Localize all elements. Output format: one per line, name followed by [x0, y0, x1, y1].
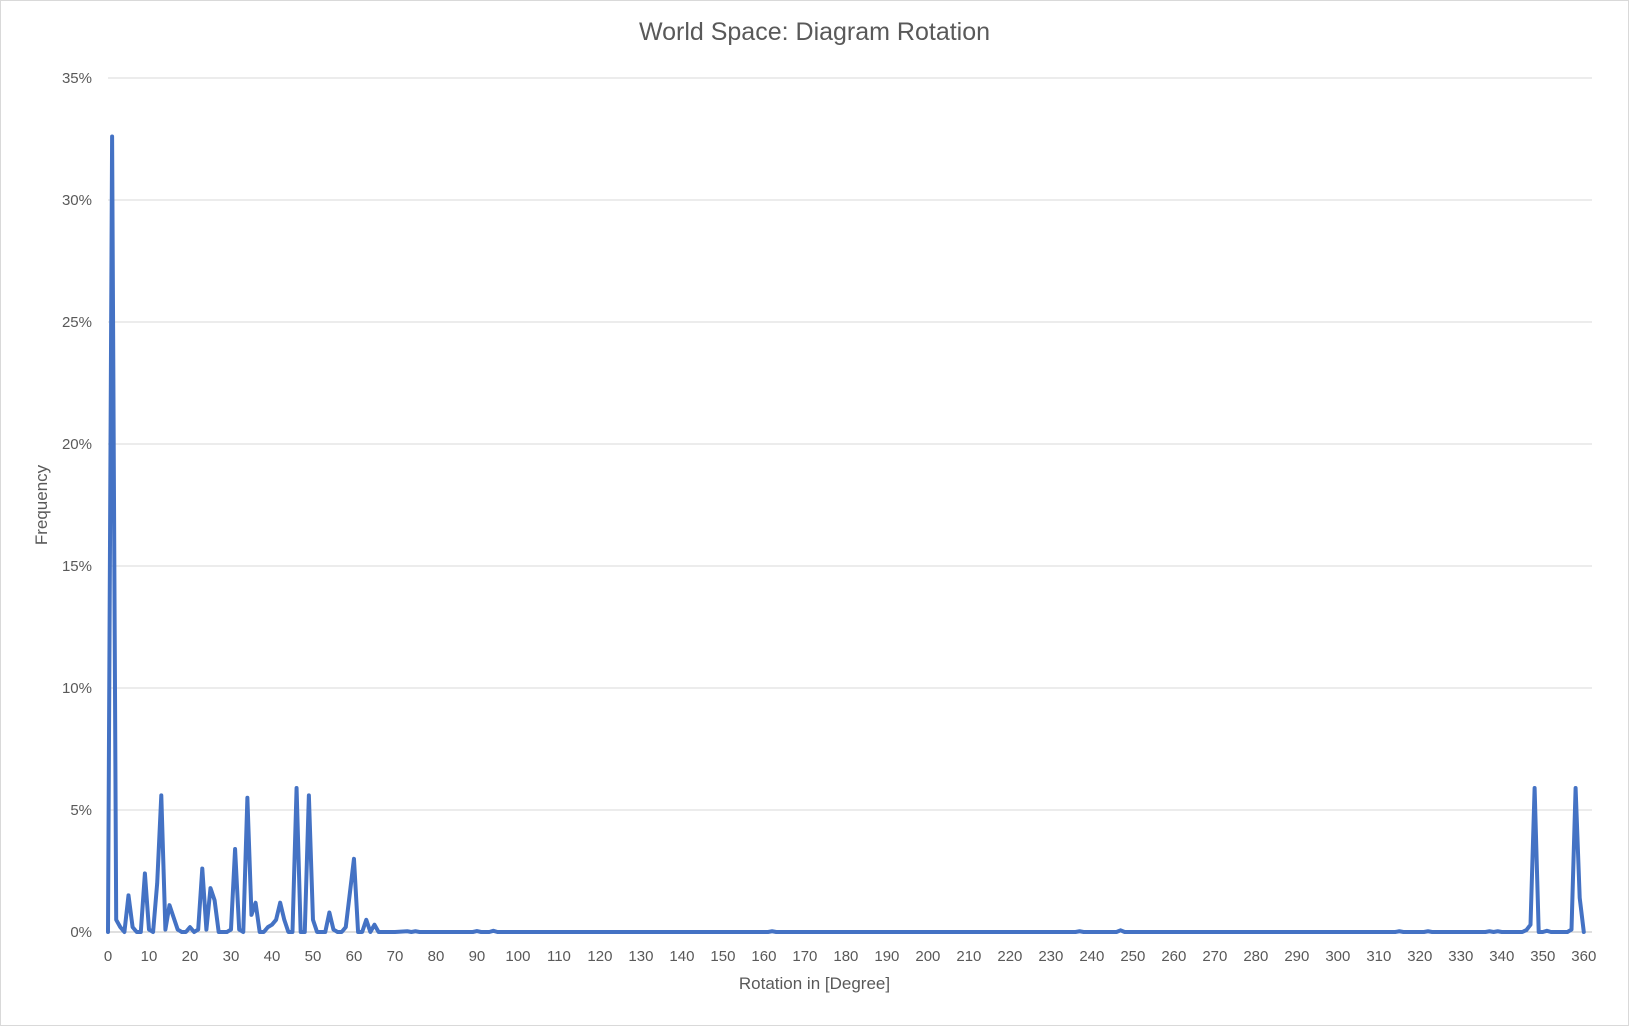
- x-tick-label: 170: [792, 948, 817, 965]
- x-tick-label: 320: [1407, 948, 1432, 965]
- x-tick-label: 240: [1079, 948, 1104, 965]
- x-tick-label: 10: [141, 948, 158, 965]
- x-tick-label: 90: [469, 948, 486, 965]
- x-tick-label: 310: [1366, 948, 1391, 965]
- x-tick-label: 30: [223, 948, 240, 965]
- y-tick-label: 30%: [62, 192, 92, 209]
- x-tick-label: 230: [1038, 948, 1063, 965]
- x-tick-label: 280: [1243, 948, 1268, 965]
- x-tick-label: 210: [956, 948, 981, 965]
- y-tick-label: 25%: [62, 314, 92, 331]
- series-layer: [106, 134, 1586, 934]
- x-tick-label: 330: [1448, 948, 1473, 965]
- x-tick-label: 130: [628, 948, 653, 965]
- series-line: [106, 134, 1586, 934]
- x-tick-label: 70: [387, 948, 404, 965]
- x-tick-label: 190: [874, 948, 899, 965]
- x-tick-label: 250: [1120, 948, 1145, 965]
- gridlines: [108, 77, 1592, 933]
- x-axis-label: Rotation in [Degree]: [738, 974, 891, 993]
- x-tick-label: 180: [833, 948, 858, 965]
- y-tick-label: 5%: [70, 802, 92, 819]
- chart-title: World Space: Diagram Rotation: [638, 18, 991, 46]
- x-tick-label: 340: [1489, 948, 1514, 965]
- x-axis: 0 10 20 30 40 50 60 70 80 90 100 110 120 130 140 150 160…: [104, 948, 1596, 965]
- x-tick-label: 80: [428, 948, 445, 965]
- x-tick-label: 270: [1202, 948, 1227, 965]
- x-tick-label: 220: [997, 948, 1022, 965]
- x-tick-label: 200: [915, 948, 940, 965]
- x-tick-label: 120: [587, 948, 612, 965]
- x-tick-label: 160: [751, 948, 776, 965]
- y-tick-label: 15%: [62, 558, 92, 575]
- y-tick-label: 10%: [62, 680, 92, 697]
- x-tick-label: 0: [104, 948, 112, 965]
- x-tick-label: 140: [669, 948, 694, 965]
- x-tick-label: 110: [547, 948, 571, 965]
- x-tick-label: 20: [182, 948, 199, 965]
- x-tick-label: 350: [1530, 948, 1555, 965]
- y-axis: 0% 5% 10% 15% 20% 25% 30% 35%: [62, 70, 92, 941]
- x-tick-label: 50: [305, 948, 322, 965]
- x-tick-label: 260: [1161, 948, 1186, 965]
- x-tick-label: 150: [710, 948, 735, 965]
- x-tick-label: 100: [505, 948, 530, 965]
- y-tick-label: 20%: [62, 436, 92, 453]
- x-tick-label: 290: [1284, 948, 1309, 965]
- y-axis-label: Frequency: [32, 464, 51, 546]
- x-tick-label: 300: [1325, 948, 1350, 965]
- x-tick-label: 360: [1571, 948, 1596, 965]
- y-tick-label: 0%: [70, 924, 92, 941]
- x-tick-label: 40: [264, 948, 281, 965]
- x-tick-label: 60: [346, 948, 363, 965]
- y-tick-label: 35%: [62, 70, 92, 87]
